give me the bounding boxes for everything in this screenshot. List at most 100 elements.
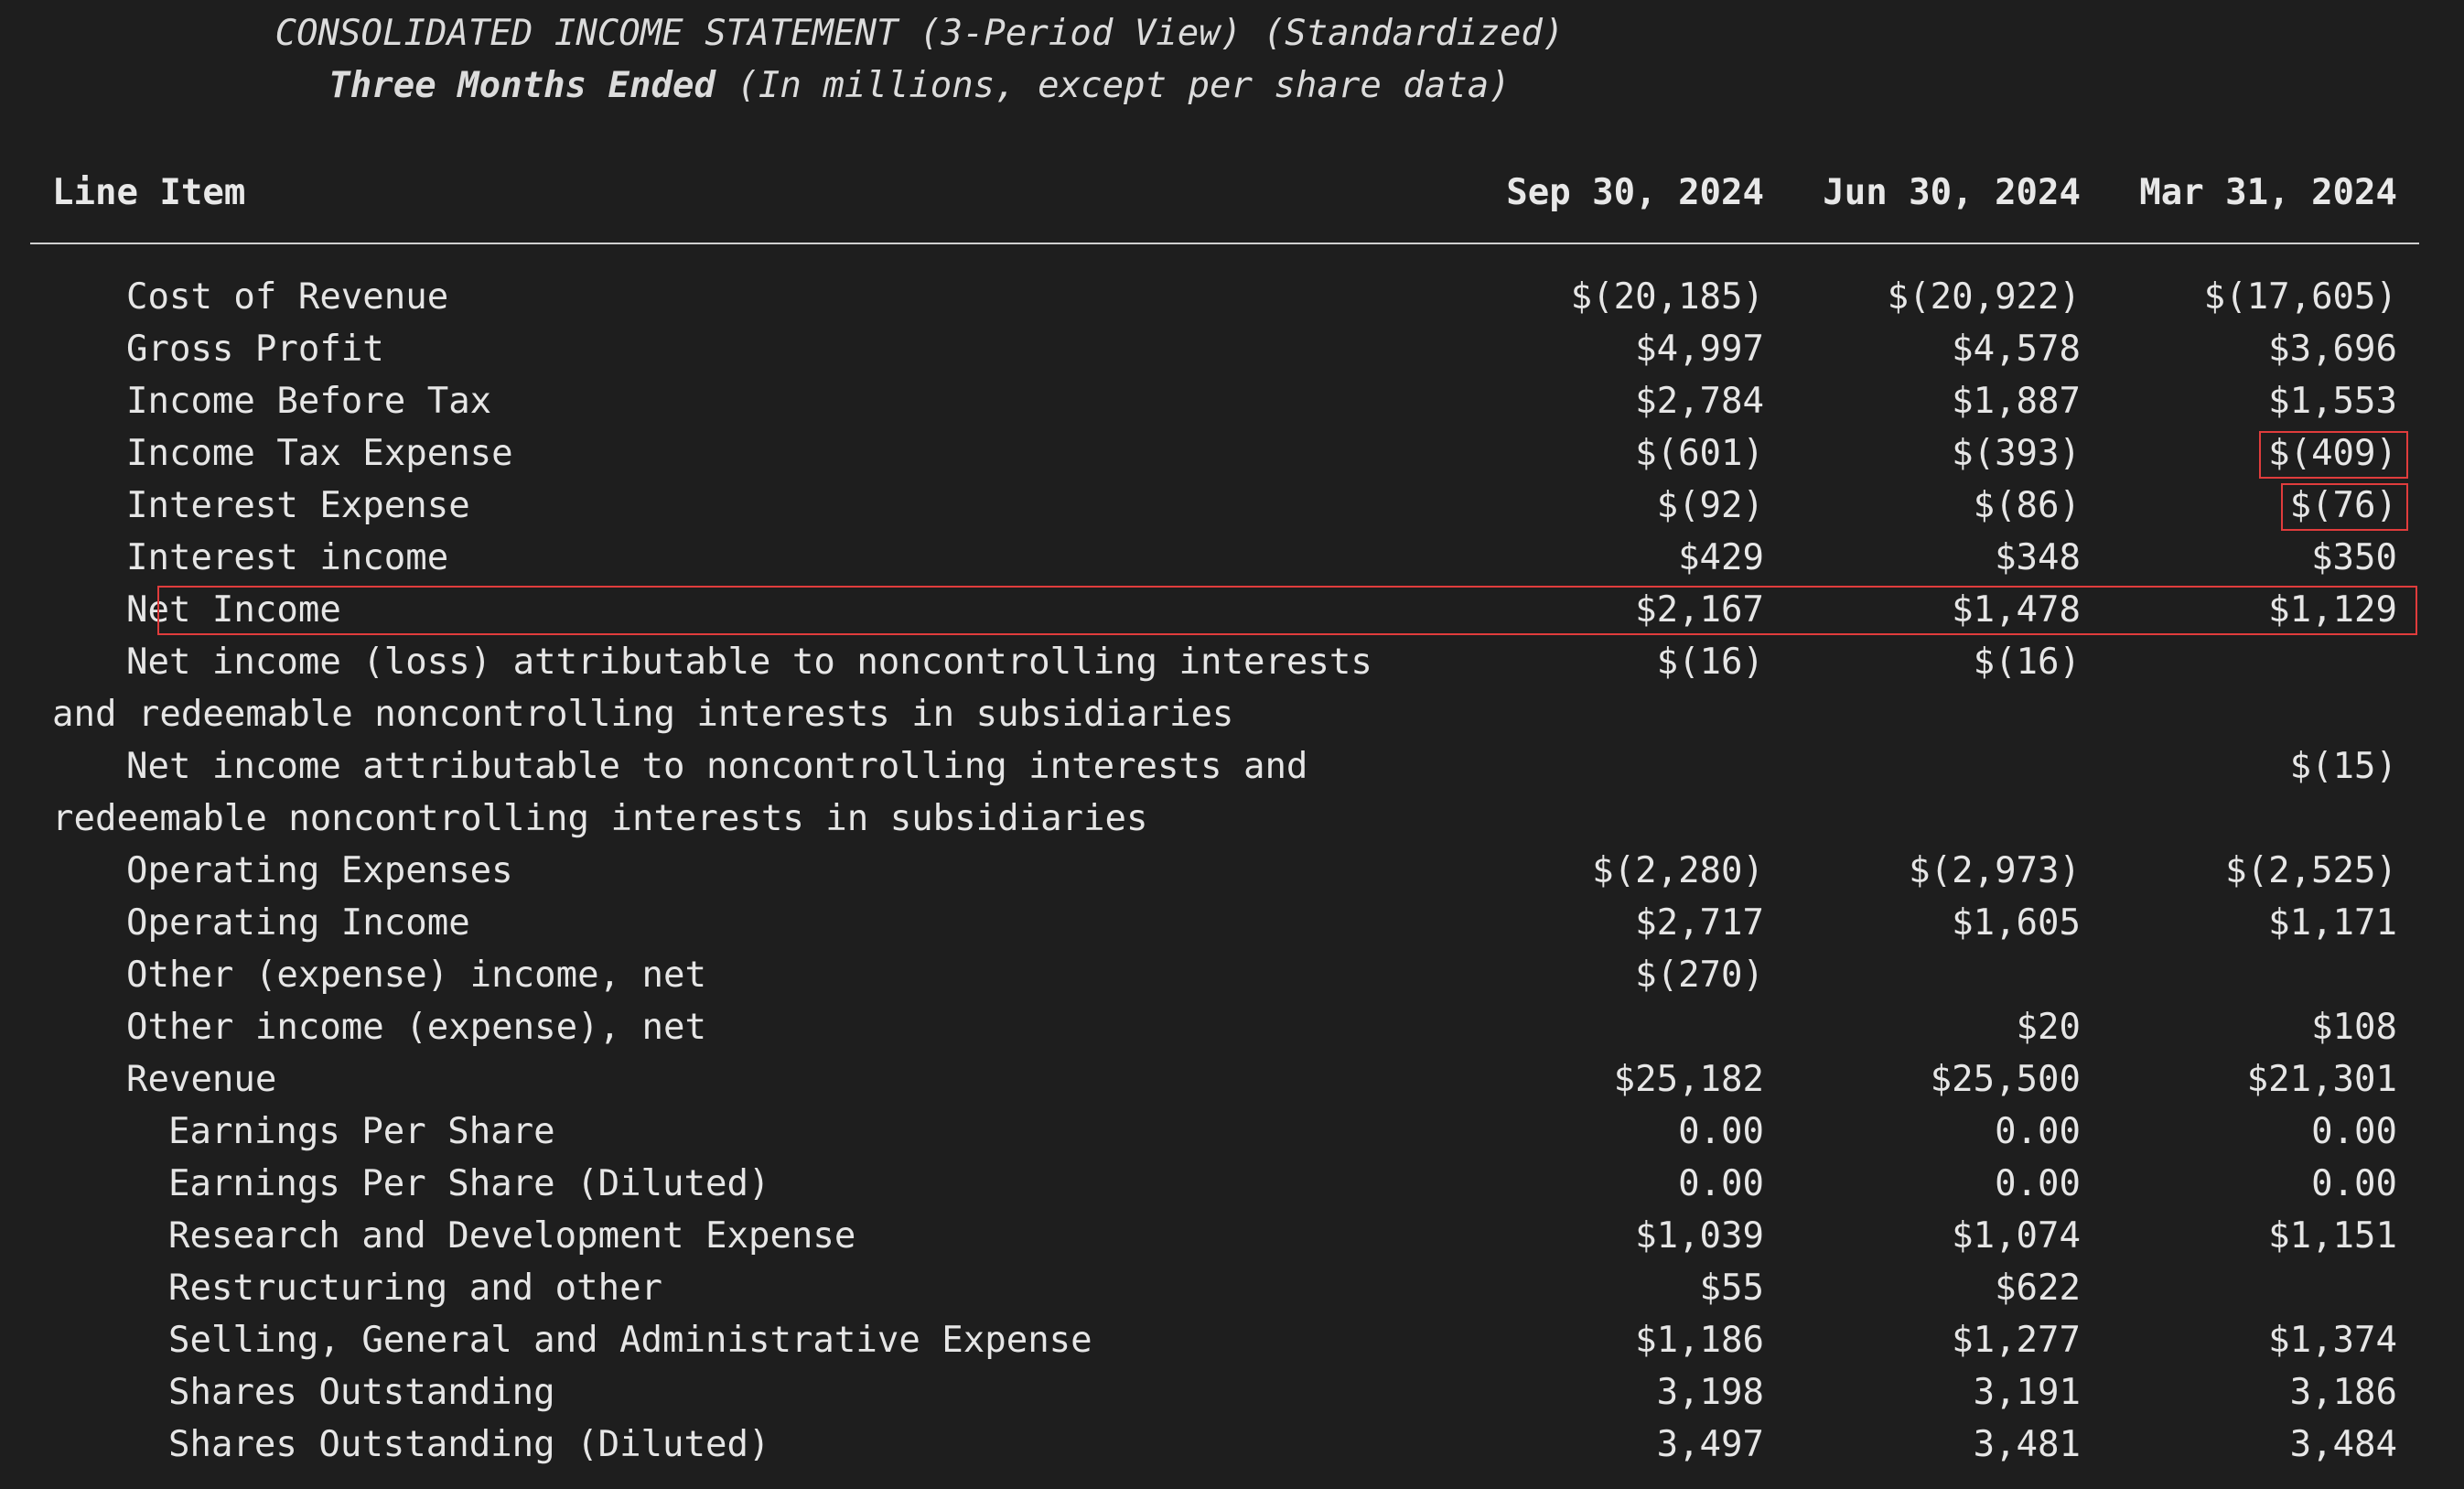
- statement-title: CONSOLIDATED INCOME STATEMENT (3-Period …: [274, 13, 1565, 54]
- value-cell-period-1: $(16): [1656, 642, 1764, 683]
- value-cell-period-1: $(20,185): [1570, 276, 1764, 318]
- value-cell-period-1: $25,182: [1613, 1059, 1764, 1100]
- value-cell-period-1: $(270): [1635, 955, 1764, 996]
- value-cell-period-2: $20: [2016, 1007, 2081, 1048]
- value-cell-period-2: 3,481: [1973, 1424, 2081, 1465]
- value-cell-period-3: $108: [2311, 1007, 2397, 1048]
- value-cell-period-2: $4,578: [1952, 329, 2081, 370]
- value-cell-period-3: $(17,605): [2203, 276, 2397, 318]
- row-label-line: Interest income: [126, 537, 449, 578]
- value-cell-period-3: $1,553: [2268, 381, 2397, 422]
- value-cell-period-2: 3,191: [1973, 1372, 2081, 1413]
- row-label: Earnings Per Share: [52, 1106, 1425, 1158]
- value-cell-period-1: $(2,280): [1592, 850, 1764, 891]
- value-cell-period-1: $55: [1699, 1268, 1764, 1309]
- value-cell-period-2: $(16): [1973, 642, 2081, 683]
- value-cell-period-2: 0.00: [1995, 1111, 2081, 1152]
- row-label-line: Revenue: [126, 1059, 277, 1100]
- row-label-line: Interest Expense: [126, 485, 470, 526]
- row-label-line: Restructuring and other: [168, 1268, 663, 1309]
- statement-table-body: Cost of Revenue $(20,185) $(20,922) $(17,60…: [0, 271, 2464, 1471]
- value-cell-period-3: $(409): [2268, 433, 2397, 474]
- table-row: Earnings Per Share (Diluted) 0.00 0.00 0.00: [0, 1158, 2464, 1210]
- value-cell-period-1: $(601): [1635, 433, 1764, 474]
- value-cell-period-3: 0.00: [2311, 1163, 2397, 1204]
- row-label-line: Cost of Revenue: [126, 276, 449, 318]
- row-label-line: Gross Profit: [126, 329, 384, 370]
- row-label-line: Other income (expense), net: [126, 1007, 706, 1048]
- row-label: Operating Expenses: [52, 845, 1425, 897]
- row-label: Income Before Tax: [52, 375, 1425, 427]
- value-cell-period-1: $2,717: [1635, 902, 1764, 944]
- table-row: Net income (loss) attributable to noncon…: [0, 636, 2464, 740]
- row-label-line: Selling, General and Administrative Expe…: [168, 1320, 1092, 1361]
- value-cell-period-2: $348: [1995, 537, 2081, 578]
- row-label: Shares Outstanding: [52, 1366, 1425, 1419]
- row-label-line: Net income attributable to noncontrollin…: [126, 746, 1308, 787]
- row-label: Interest Expense: [52, 480, 1425, 532]
- value-cell-period-1: $2,167: [1635, 589, 1764, 631]
- value-cell-period-2: $(20,922): [1887, 276, 2081, 318]
- row-label: Other income (expense), net: [52, 1001, 1425, 1053]
- value-cell-period-3: 3,186: [2289, 1372, 2397, 1413]
- value-cell-period-1: $1,039: [1635, 1215, 1764, 1257]
- table-row: Interest income $429 $348 $350: [0, 532, 2464, 584]
- value-cell-period-3: $1,374: [2268, 1320, 2397, 1361]
- column-header-period-2: Jun 30, 2024: [1823, 172, 2081, 213]
- header-divider: [30, 243, 2419, 244]
- statement-subtitle: Three Months Ended (In millions, except …: [0, 65, 1839, 106]
- value-cell-period-2: $1,887: [1952, 381, 2081, 422]
- row-label-line: Operating Expenses: [126, 850, 513, 891]
- value-cell-period-3: $1,151: [2268, 1215, 2397, 1257]
- value-cell-period-3: $3,696: [2268, 329, 2397, 370]
- row-label-line: Net Income: [126, 589, 341, 631]
- value-cell-period-2: $(2,973): [1909, 850, 2081, 891]
- row-label-line: Earnings Per Share (Diluted): [168, 1163, 770, 1204]
- row-label: Net Income: [52, 584, 1425, 636]
- table-row: Earnings Per Share 0.00 0.00 0.00: [0, 1106, 2464, 1158]
- row-label: Operating Income: [52, 897, 1425, 949]
- value-cell-period-1: 3,497: [1656, 1424, 1764, 1465]
- table-row: Other (expense) income, net $(270): [0, 949, 2464, 1001]
- table-row: Net income attributable to noncontrollin…: [0, 740, 2464, 845]
- table-row: Selling, General and Administrative Expe…: [0, 1314, 2464, 1366]
- value-cell-period-2: $25,500: [1930, 1059, 2081, 1100]
- row-label: Interest income: [52, 532, 1425, 584]
- value-cell-period-2: 0.00: [1995, 1163, 2081, 1204]
- row-label-line: redeemable noncontrolling interests in s…: [52, 798, 1148, 839]
- value-cell-period-3: $(76): [2289, 485, 2397, 526]
- row-label: Net income (loss) attributable to noncon…: [52, 636, 1425, 740]
- row-label: Income Tax Expense: [52, 427, 1425, 480]
- value-cell-period-1: 0.00: [1678, 1111, 1764, 1152]
- row-label: Gross Profit: [52, 323, 1425, 375]
- row-label-line: Shares Outstanding: [168, 1372, 555, 1413]
- value-cell-period-1: $429: [1678, 537, 1764, 578]
- table-row: Cost of Revenue $(20,185) $(20,922) $(17,60…: [0, 271, 2464, 323]
- table-row: Income Tax Expense $(601) $(393) $(409): [0, 427, 2464, 480]
- value-cell-period-3: $1,171: [2268, 902, 2397, 944]
- table-row: Research and Development Expense $1,039 $1…: [0, 1210, 2464, 1262]
- value-cell-period-1: $(92): [1656, 485, 1764, 526]
- row-label: Research and Development Expense: [52, 1210, 1425, 1262]
- row-label-line: Income Before Tax: [126, 381, 492, 422]
- value-cell-period-3: $21,301: [2246, 1059, 2397, 1100]
- table-row: Revenue $25,182 $25,500 $21,301: [0, 1053, 2464, 1106]
- value-cell-period-2: $1,074: [1952, 1215, 2081, 1257]
- table-row: Operating Income $2,717 $1,605 $1,171: [0, 897, 2464, 949]
- value-cell-period-2: $(393): [1952, 433, 2081, 474]
- row-label-line: Shares Outstanding (Diluted): [168, 1424, 770, 1465]
- table-row: Interest Expense $(92) $(86) $(76): [0, 480, 2464, 532]
- table-row: Shares Outstanding 3,198 3,191 3,186: [0, 1366, 2464, 1419]
- table-row: Operating Expenses $(2,280) $(2,973) $(2,52…: [0, 845, 2464, 897]
- value-cell-period-3: 3,484: [2289, 1424, 2397, 1465]
- value-cell-period-1: $1,186: [1635, 1320, 1764, 1361]
- table-row: Shares Outstanding (Diluted) 3,497 3,481 3,…: [0, 1419, 2464, 1471]
- row-label: Shares Outstanding (Diluted): [52, 1419, 1425, 1471]
- value-cell-period-2: $622: [1995, 1268, 2081, 1309]
- value-cell-period-1: $4,997: [1635, 329, 1764, 370]
- row-label-line: Other (expense) income, net: [126, 955, 706, 996]
- row-label-line: Earnings Per Share: [168, 1111, 555, 1152]
- column-header-line-item: Line Item: [52, 172, 246, 213]
- value-cell-period-2: $1,277: [1952, 1320, 2081, 1361]
- row-label-line: Income Tax Expense: [126, 433, 513, 474]
